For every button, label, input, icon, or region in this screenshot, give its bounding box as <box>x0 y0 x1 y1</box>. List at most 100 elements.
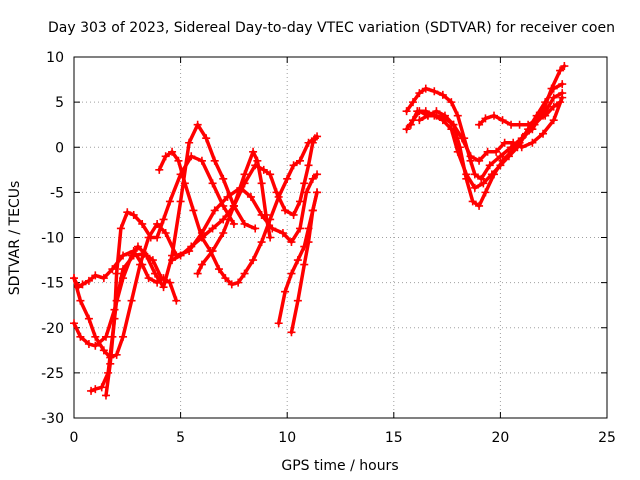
data-point <box>187 242 196 251</box>
data-point <box>281 287 290 296</box>
data-point <box>295 197 304 206</box>
data-point <box>229 219 238 228</box>
y-tick-label: -15 <box>41 276 64 292</box>
data-point <box>219 174 228 183</box>
data-point <box>421 107 430 116</box>
data-point <box>274 319 283 328</box>
data-point <box>524 120 533 129</box>
data-point <box>470 183 479 192</box>
data-point <box>496 152 505 161</box>
data-point <box>313 132 322 141</box>
data-point <box>447 98 456 107</box>
data-point <box>560 62 569 71</box>
data-point <box>481 114 490 123</box>
data-point <box>487 170 496 179</box>
data-point <box>76 296 85 305</box>
data-point <box>210 156 219 165</box>
data-point <box>193 269 202 278</box>
data-point <box>189 206 198 215</box>
data-point <box>246 192 255 201</box>
data-point <box>289 210 298 219</box>
y-tick-labels: -30 -25 -20 -15 -10 -5 0 5 10 <box>41 50 64 427</box>
x-tick-labels: 0 5 10 15 20 25 <box>70 430 616 446</box>
data-point <box>138 219 147 228</box>
data-point <box>413 107 422 116</box>
data-point <box>116 224 125 233</box>
data-point <box>151 269 160 278</box>
data-point <box>240 219 249 228</box>
data-point <box>496 161 505 170</box>
data-point <box>556 66 565 75</box>
data-point <box>549 116 558 125</box>
chart-title: Day 303 of 2023, Sidereal Day-to-day VTE… <box>48 20 615 36</box>
data-point <box>558 93 567 102</box>
data-point <box>168 147 177 156</box>
data-point <box>174 156 183 165</box>
data-point <box>227 280 236 289</box>
data-point <box>498 116 507 125</box>
data-point <box>287 269 296 278</box>
data-point <box>193 120 202 129</box>
data-point <box>78 280 87 289</box>
data-point <box>91 332 100 341</box>
data-point <box>504 152 513 161</box>
data-point <box>402 125 411 134</box>
data-point <box>402 107 411 116</box>
series-line <box>157 136 317 287</box>
data-point <box>87 386 96 395</box>
data-point <box>129 210 138 219</box>
data-point <box>185 138 194 147</box>
y-tick-label: -30 <box>41 411 64 427</box>
data-point <box>123 208 132 217</box>
data-point <box>475 201 484 210</box>
data-point <box>295 224 304 233</box>
data-point <box>490 111 499 120</box>
data-point <box>70 274 78 283</box>
data-point <box>521 129 530 138</box>
data-point <box>165 197 174 206</box>
grid-lines <box>74 57 607 418</box>
data-point <box>500 138 509 147</box>
data-point <box>84 276 93 285</box>
y-tick-label: -5 <box>50 185 64 201</box>
data-point <box>423 111 432 120</box>
series-track-8 <box>193 147 275 278</box>
data-point <box>549 93 558 102</box>
data-point <box>97 383 106 392</box>
data-point <box>406 120 415 129</box>
data-point <box>76 332 85 341</box>
data-point <box>453 111 462 120</box>
data-point <box>197 260 206 269</box>
data-point <box>91 341 100 350</box>
data-point <box>313 170 322 179</box>
x-tick-label: 10 <box>278 430 296 446</box>
data-point <box>133 242 142 251</box>
data-point <box>84 339 93 348</box>
data-point <box>112 269 121 278</box>
data-point <box>492 147 501 156</box>
data-point <box>108 265 117 274</box>
data-point <box>223 192 232 201</box>
y-tick-label: -20 <box>41 321 64 337</box>
series-track-14 <box>415 93 567 165</box>
data-point <box>119 332 128 341</box>
data-point <box>159 283 168 292</box>
data-point <box>259 165 268 174</box>
data-point <box>234 278 243 287</box>
y-tick-label: 0 <box>55 140 64 156</box>
data-point <box>421 84 430 93</box>
data-point <box>440 114 449 123</box>
data-point <box>304 238 313 247</box>
data-point <box>283 174 292 183</box>
y-tick-label: 10 <box>46 50 64 66</box>
data-point <box>221 274 230 283</box>
data-point <box>197 233 206 242</box>
data-point <box>432 111 441 120</box>
data-point <box>415 116 424 125</box>
data-point <box>408 98 417 107</box>
data-point <box>289 161 298 170</box>
data-point <box>468 197 477 206</box>
data-point <box>161 228 170 237</box>
